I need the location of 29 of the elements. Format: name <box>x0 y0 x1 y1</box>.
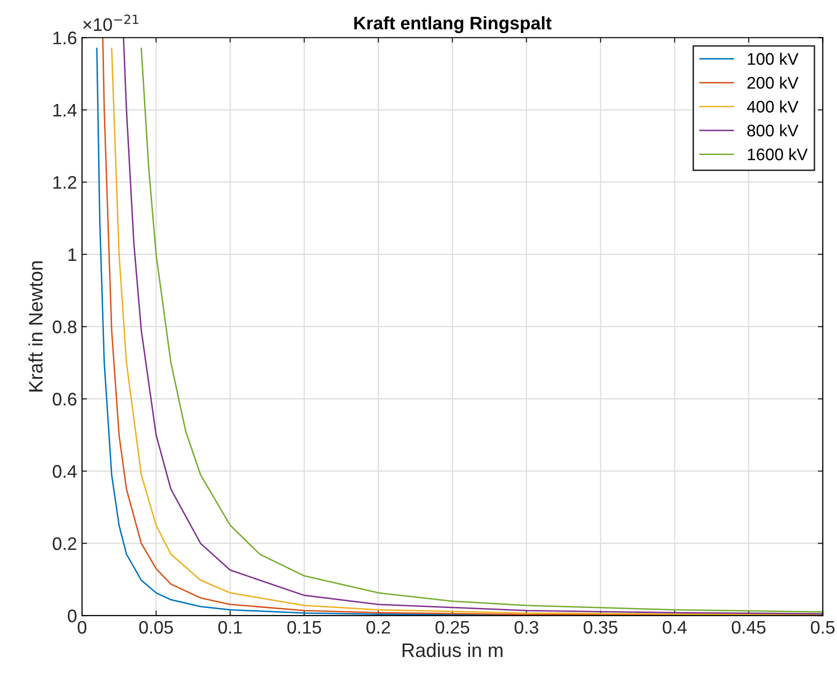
y-tick-label: 0.8 <box>52 320 76 334</box>
x-tick-label: 0.5 <box>810 620 835 634</box>
y-tick-label: 0.2 <box>52 537 76 550</box>
y-tick-label: 0 <box>68 610 76 622</box>
x-tick-label: 0.4 <box>662 620 687 634</box>
x-tick-label: 0.05 <box>139 620 173 634</box>
y-tick-label: 1.4 <box>53 104 77 116</box>
y-tick-label: 1 <box>68 248 76 261</box>
y-tick-label: 0.4 <box>52 465 77 478</box>
x-tick-label: 0.25 <box>436 620 470 634</box>
y-tick-label: 1.6 <box>53 32 76 44</box>
x-tick-label: 0.15 <box>287 620 322 634</box>
y-tick-label: 1.2 <box>53 176 76 189</box>
x-tick-label: 0.35 <box>584 620 618 634</box>
legend-label: 1600 kV <box>748 148 808 160</box>
y-tick-label: 0.6 <box>52 392 76 406</box>
x-tick-label: 0.2 <box>366 620 390 634</box>
legend-label: 100 kV <box>748 52 798 65</box>
text: ×10$^{−21}$ <box>83 14 138 32</box>
y-axis-title: Kraft in Newton <box>28 261 43 392</box>
x-tick-label: 0.3 <box>514 620 538 634</box>
x-tick-label: 0.1 <box>218 620 242 634</box>
legend-label: 800 kV <box>747 124 798 136</box>
x-tick-label: 0 <box>78 620 86 634</box>
legend-label: 400 kV <box>747 100 798 113</box>
legend-label: 200 kV <box>747 76 798 89</box>
x-tick-label: 0.45 <box>732 620 766 634</box>
x-axis-title: Radius in m <box>402 642 502 658</box>
chart-title: Kraft entlang Ringspalt <box>354 16 552 34</box>
